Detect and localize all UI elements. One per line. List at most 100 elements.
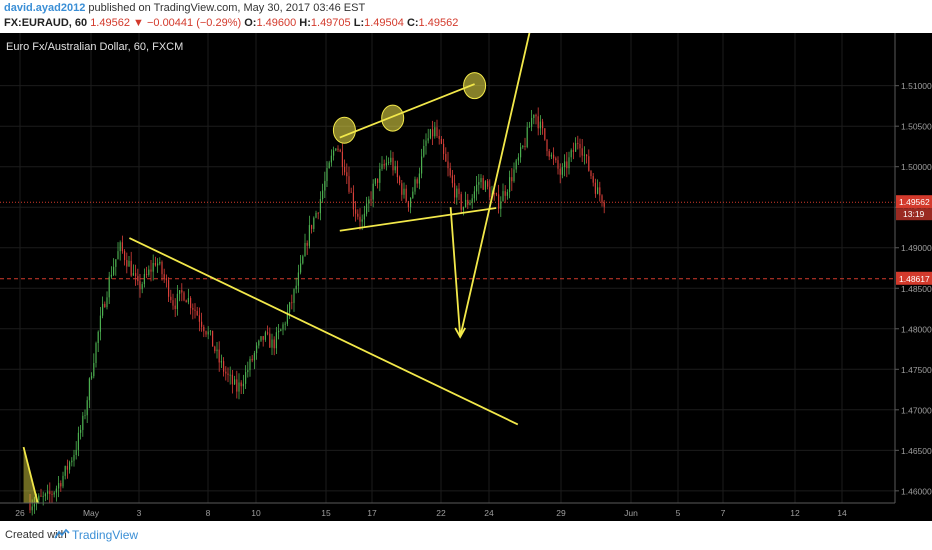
candle-body xyxy=(236,379,238,392)
x-tick-label-10: Jun xyxy=(624,508,638,518)
candle-150 xyxy=(359,208,361,231)
candle-39 xyxy=(115,259,117,276)
x-tick-label-8: 24 xyxy=(484,508,494,518)
arrow-head-icon xyxy=(454,327,466,339)
candle-128 xyxy=(311,224,313,234)
candle-38 xyxy=(113,258,115,276)
candle-body xyxy=(174,305,176,310)
candle-120 xyxy=(293,288,295,312)
candle-body xyxy=(55,488,57,493)
candle-body xyxy=(597,187,599,194)
candle-261 xyxy=(603,199,605,214)
candle-body xyxy=(315,212,317,218)
candle-body xyxy=(383,164,385,166)
candle-body xyxy=(517,157,519,161)
candle-104 xyxy=(258,339,260,349)
candle-260 xyxy=(601,194,603,207)
candle-87 xyxy=(220,354,222,369)
candle-236 xyxy=(548,148,550,161)
candle-body xyxy=(546,139,548,152)
trend-line-1 xyxy=(339,207,497,232)
candle-body xyxy=(165,278,167,281)
candle-188 xyxy=(443,138,445,160)
candle-body xyxy=(249,358,251,371)
candle-body xyxy=(414,179,416,192)
level-price-badge xyxy=(896,271,932,285)
candle-body xyxy=(42,496,44,497)
candle-body xyxy=(568,157,570,169)
candle-145 xyxy=(348,166,350,194)
candle-232 xyxy=(539,115,541,135)
candle-199 xyxy=(467,193,469,209)
candle-body xyxy=(240,382,242,387)
price-chart[interactable]: 1.510001.505001.500001.495001.490001.485… xyxy=(0,33,932,521)
candle-body xyxy=(137,276,139,282)
candle-249 xyxy=(577,135,579,150)
candles-layer xyxy=(29,107,605,516)
candle-82 xyxy=(209,330,211,336)
candle-226 xyxy=(526,121,528,149)
y-tick-label-7: 1.47500 xyxy=(901,365,932,375)
candle-body xyxy=(49,491,51,495)
candle-body xyxy=(350,191,352,193)
down-arrow-icon: ▼ xyxy=(133,17,144,29)
candle-183 xyxy=(432,120,434,146)
candle-140 xyxy=(337,145,339,152)
candle-body xyxy=(260,336,262,341)
candle-125 xyxy=(304,233,306,257)
candle-185 xyxy=(436,119,438,138)
candle-237 xyxy=(550,152,552,159)
candle-22 xyxy=(77,426,79,457)
chart-canvas[interactable]: 1.510001.505001.500001.495001.490001.485… xyxy=(0,33,932,521)
tradingview-brand-link[interactable]: TradingView xyxy=(72,528,139,542)
candle-body xyxy=(555,158,557,161)
candle-body xyxy=(390,157,392,163)
x-tick-label-13: 12 xyxy=(790,508,800,518)
candle-body xyxy=(146,273,148,275)
candle-12 xyxy=(55,485,57,502)
candle-162 xyxy=(385,155,387,171)
candle-body xyxy=(594,182,596,194)
candle-148 xyxy=(355,200,357,222)
candle-178 xyxy=(421,148,423,179)
candle-92 xyxy=(231,370,233,394)
candle-body xyxy=(506,192,508,196)
candle-219 xyxy=(511,168,513,191)
candle-body xyxy=(300,263,302,273)
low-value: 1.49504 xyxy=(364,17,404,29)
candle-body xyxy=(526,127,528,148)
candle-175 xyxy=(414,176,416,195)
candle-220 xyxy=(513,162,515,183)
author-link[interactable]: david.ayad2012 xyxy=(4,2,86,14)
candle-52 xyxy=(143,268,145,288)
candle-49 xyxy=(137,268,139,286)
candle-body xyxy=(262,336,264,340)
x-tick-label-1: May xyxy=(83,508,100,518)
candle-body xyxy=(196,310,198,316)
candle-195 xyxy=(458,183,460,201)
candle-body xyxy=(86,400,88,416)
open-value: 1.49600 xyxy=(256,17,297,29)
candle-body xyxy=(190,298,192,308)
candle-131 xyxy=(317,211,319,220)
candle-body xyxy=(291,302,293,304)
candle-body xyxy=(324,181,326,191)
x-tick-label-6: 17 xyxy=(367,508,377,518)
candle-body xyxy=(513,169,515,182)
candle-93 xyxy=(234,375,236,386)
candle-132 xyxy=(319,191,321,221)
candle-10 xyxy=(51,490,53,503)
candle-254 xyxy=(588,149,590,172)
x-tick-label-11: 5 xyxy=(676,508,681,518)
x-tick-label-2: 3 xyxy=(137,508,142,518)
candle-body xyxy=(366,203,368,214)
candle-body xyxy=(218,349,220,363)
candle-136 xyxy=(328,160,330,169)
candle-227 xyxy=(528,121,530,128)
candle-body xyxy=(273,339,275,349)
candle-218 xyxy=(509,170,511,199)
candle-116 xyxy=(284,321,286,331)
candle-61 xyxy=(163,268,165,283)
candle-115 xyxy=(282,322,284,336)
